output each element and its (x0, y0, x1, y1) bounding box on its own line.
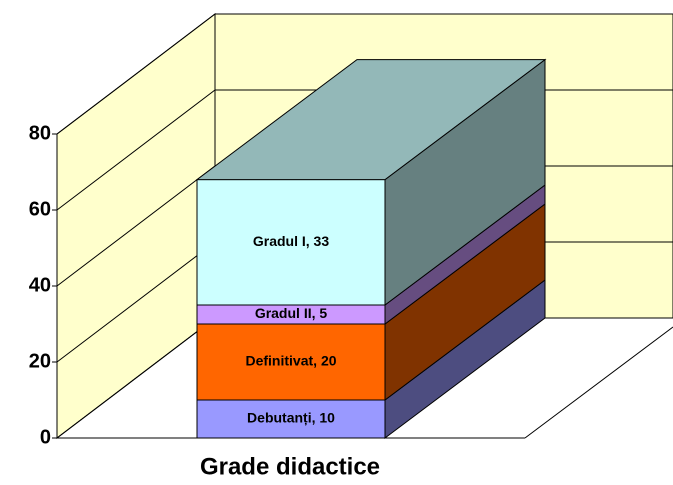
bar (196, 399, 386, 439)
data-label: Definitivat, 20 (245, 353, 336, 369)
y-tick-label: 40 (29, 274, 51, 296)
data-label: Debutanți, 10 (247, 410, 335, 426)
data-label: Gradul I, 33 (253, 233, 329, 249)
grid-line (56, 13, 673, 135)
y-tick-label: 80 (29, 122, 51, 144)
bar (196, 323, 386, 401)
x-tick-label: Grade didactice (200, 453, 380, 480)
bar (196, 179, 386, 306)
y-tick-label: 60 (29, 198, 51, 220)
data-label: Gradul II, 5 (255, 305, 328, 321)
floor-edge (524, 326, 673, 439)
y-tick-label: 0 (40, 426, 51, 448)
bar-top (195, 59, 547, 181)
y-tick-label: 20 (29, 350, 51, 372)
